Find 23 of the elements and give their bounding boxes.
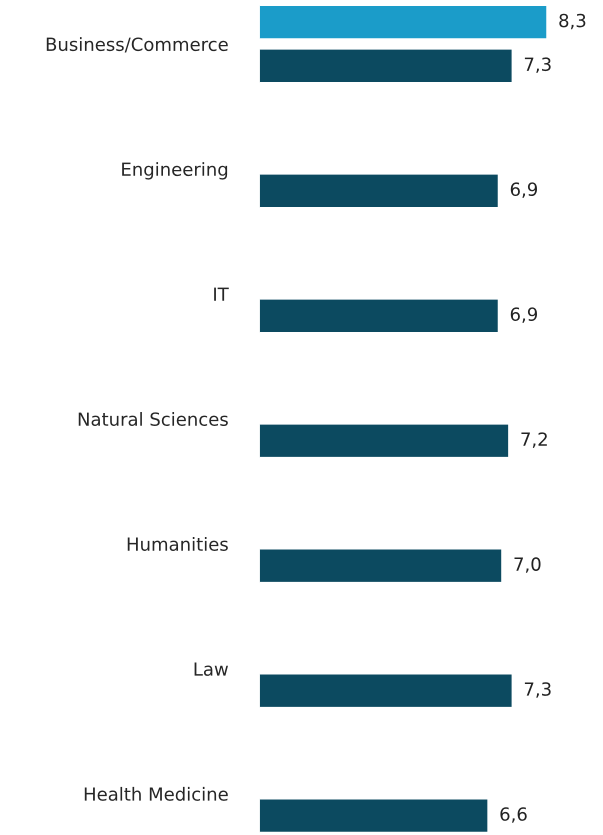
data-label: 7,0 xyxy=(514,557,541,573)
data-label: 6,9 xyxy=(510,307,537,323)
data-label: 8,3 xyxy=(559,14,586,30)
bar xyxy=(259,48,513,84)
bar xyxy=(259,298,500,334)
y-tick-label: Natural Sciences xyxy=(78,412,228,426)
y-tick-label: IT xyxy=(214,288,229,301)
bar xyxy=(259,673,513,708)
bar xyxy=(259,423,510,458)
y-tick-label: Engineering xyxy=(122,162,228,180)
data-label: 6,6 xyxy=(500,807,527,823)
y-tick-label: Humanities xyxy=(128,536,228,551)
data-label: 6,9 xyxy=(510,182,537,198)
y-tick-label: Business/Commerce xyxy=(46,37,228,53)
bar xyxy=(259,798,489,834)
data-label: 7,2 xyxy=(521,432,547,448)
bar xyxy=(259,173,500,208)
data-label: 7,3 xyxy=(524,682,551,698)
data-label: 7,3 xyxy=(524,57,551,73)
bar xyxy=(259,4,548,40)
y-tick-label: Law xyxy=(194,662,228,676)
y-tick-label: Health Medicine xyxy=(84,786,228,801)
bar xyxy=(259,548,503,584)
